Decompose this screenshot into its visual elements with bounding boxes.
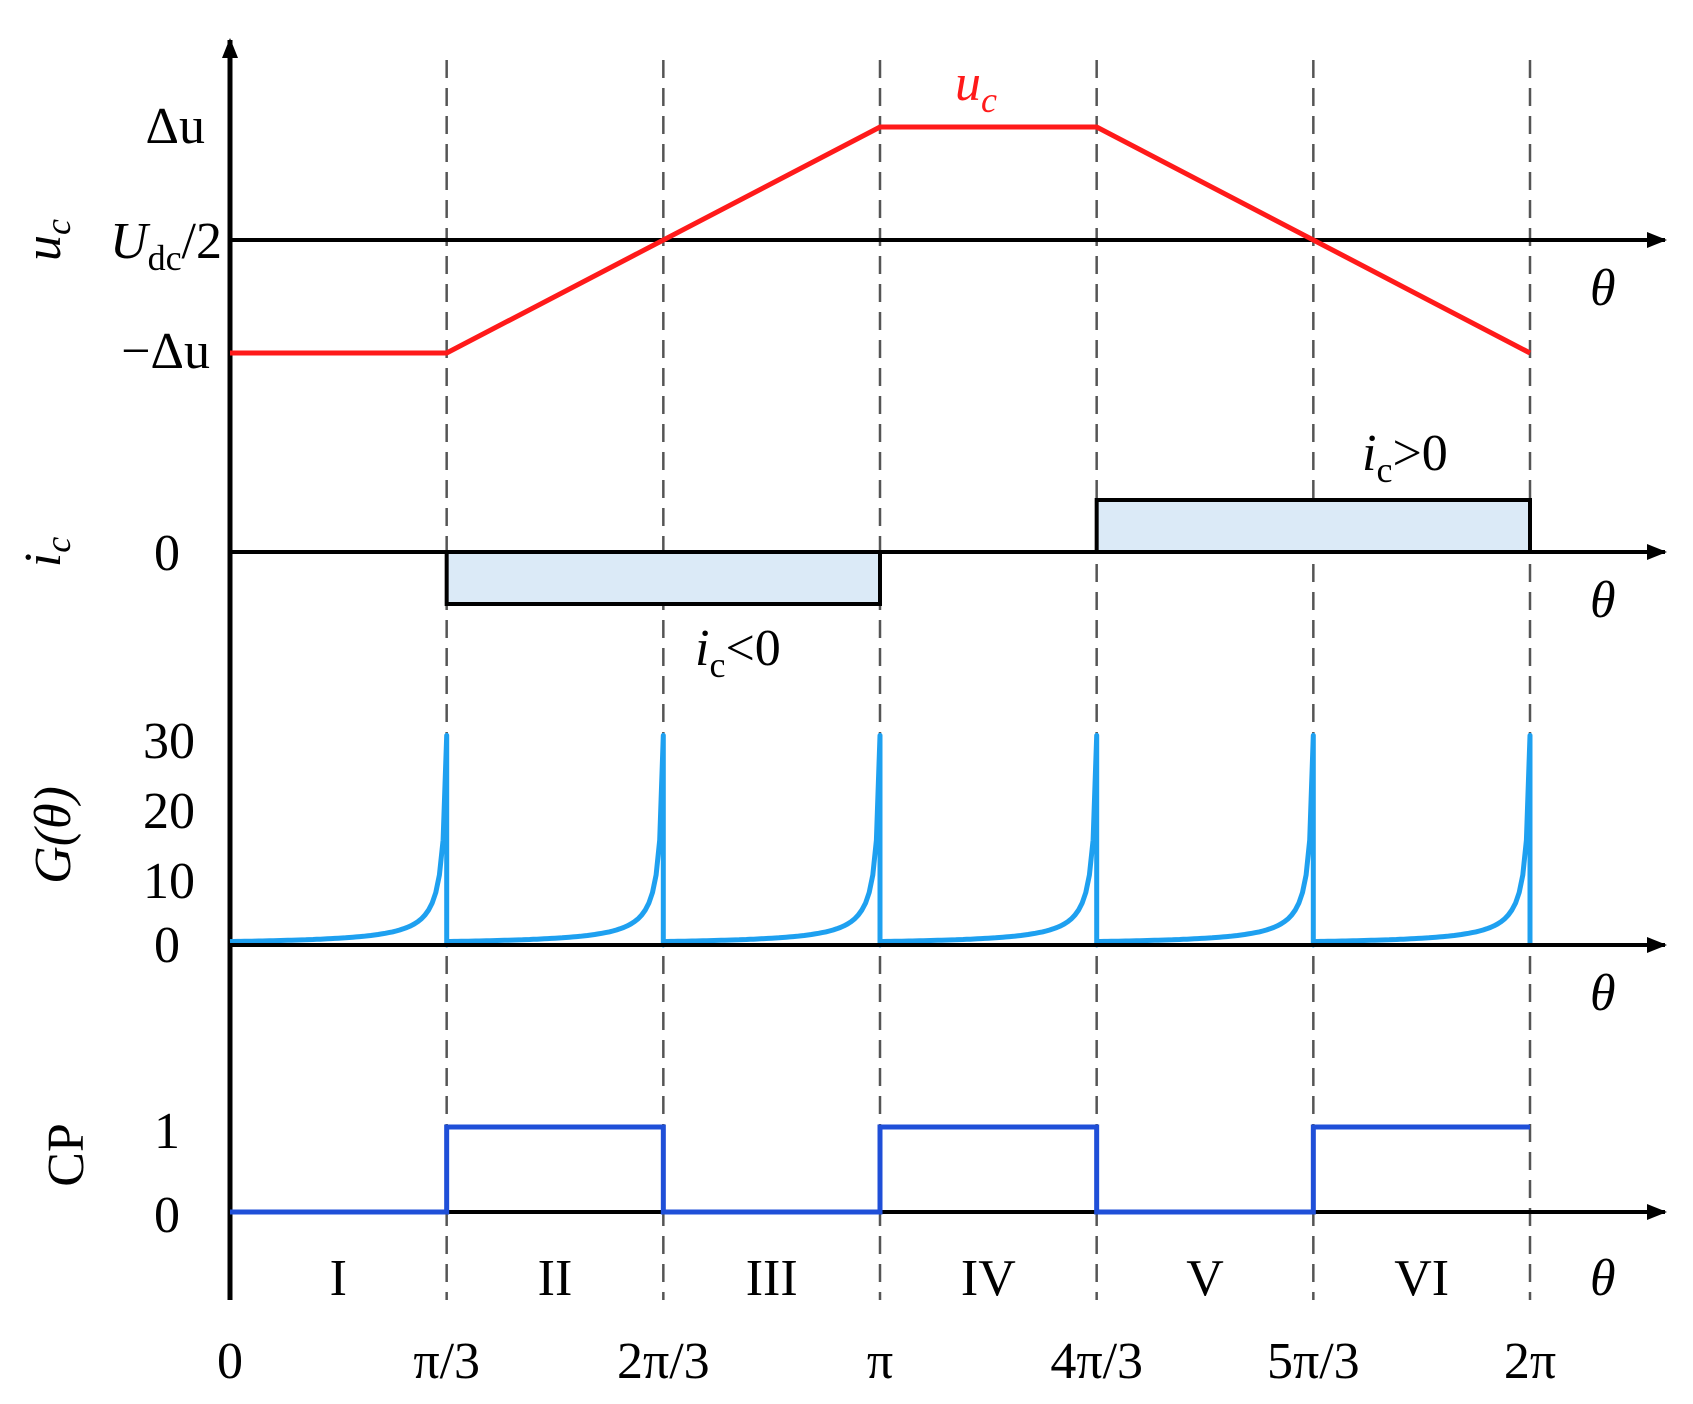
uc-series-label: uc bbox=[955, 55, 997, 120]
ic-negative-region bbox=[444, 550, 882, 606]
sector-label: IV bbox=[961, 1250, 1016, 1307]
sector-label: VI bbox=[1394, 1250, 1449, 1307]
sector-label: II bbox=[538, 1250, 573, 1307]
panel-g-ylabel: G(θ) bbox=[25, 786, 82, 884]
g-tick-30: 30 bbox=[143, 713, 195, 770]
sector-label: I bbox=[330, 1250, 347, 1307]
uc-x-label: θ bbox=[1590, 260, 1616, 317]
x-tick-label: 0 bbox=[217, 1333, 243, 1390]
uc-tick-plus-du: Δu bbox=[146, 98, 205, 155]
sector-label: V bbox=[1186, 1250, 1224, 1307]
cp-x-label: θ bbox=[1590, 1250, 1616, 1307]
x-tick-label: 2π bbox=[1504, 1333, 1556, 1390]
panel-g: G(θ) 30 20 10 0 θ bbox=[25, 713, 1667, 1022]
uc-tick-minus-du: −Δu bbox=[121, 323, 210, 380]
panel-ic: ic 0 θ ic<0 ic>0 bbox=[15, 425, 1667, 685]
panel-uc: uc Δu Udc/2 −Δu θ uc bbox=[15, 55, 1667, 380]
x-tick-label: π bbox=[867, 1333, 893, 1390]
cp-series-line bbox=[230, 1124, 1530, 1215]
g-x-label: θ bbox=[1590, 965, 1616, 1022]
ic-positive-region bbox=[1094, 498, 1533, 554]
sector-labels: I II III IV V VI bbox=[330, 1250, 1449, 1307]
panel-ic-ylabel: ic bbox=[15, 537, 78, 567]
panel-uc-ylabel: uc bbox=[15, 219, 78, 261]
panel-cp-ylabel: CP bbox=[38, 1123, 95, 1187]
ic-x-label: θ bbox=[1590, 572, 1616, 629]
g-tick-20: 20 bbox=[143, 783, 195, 840]
x-tick-label: 5π/3 bbox=[1267, 1333, 1360, 1390]
cp-tick-0: 0 bbox=[154, 1187, 180, 1244]
g-tick-10: 10 bbox=[143, 853, 195, 910]
g-tick-0: 0 bbox=[154, 917, 180, 974]
cp-tick-1: 1 bbox=[154, 1103, 180, 1160]
x-tick-labels: 0 π/3 2π/3 π 4π/3 5π/3 2π bbox=[217, 1333, 1556, 1390]
x-tick-label: π/3 bbox=[413, 1333, 480, 1390]
x-tick-label: 2π/3 bbox=[617, 1333, 710, 1390]
uc-series-line bbox=[230, 124, 1532, 356]
ic-tick-zero: 0 bbox=[154, 525, 180, 582]
sector-dividers bbox=[445, 60, 1532, 1300]
x-tick-label: 4π/3 bbox=[1050, 1333, 1143, 1390]
sector-label: III bbox=[746, 1250, 798, 1307]
panel-cp: CP 1 0 θ I II III IV V VI bbox=[38, 1103, 1667, 1307]
uc-tick-udc-half: Udc/2 bbox=[110, 213, 222, 278]
g-series-line bbox=[229, 732, 1533, 948]
ic-negative-label: ic<0 bbox=[695, 620, 781, 685]
ic-positive-label: ic>0 bbox=[1362, 425, 1448, 490]
